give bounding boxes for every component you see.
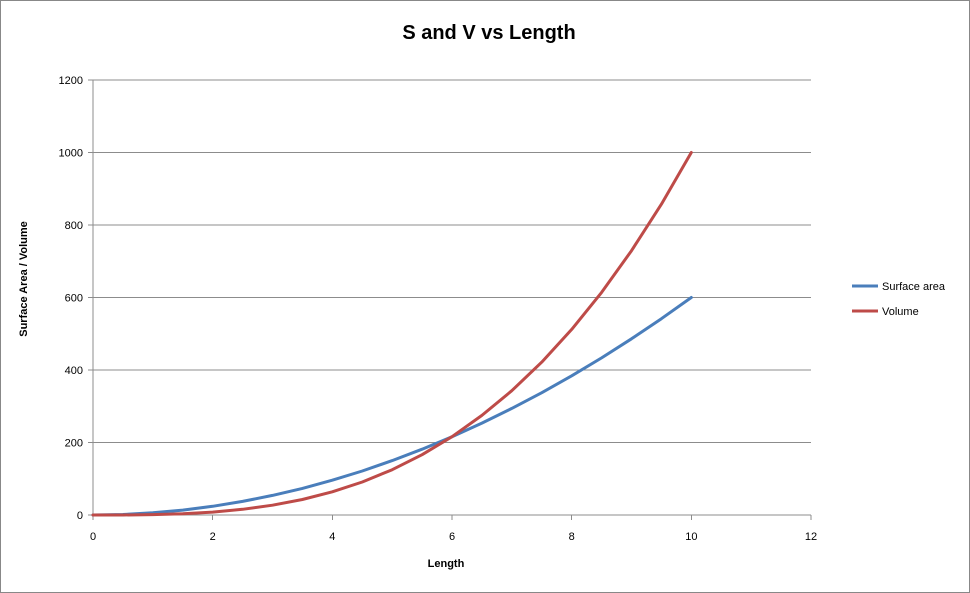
x-tick-label-3: 6 xyxy=(449,531,455,543)
x-tick-label-1: 2 xyxy=(210,531,216,543)
x-tick-labels: 0 2 4 6 8 10 12 xyxy=(90,515,817,543)
x-tick-label-4: 8 xyxy=(569,531,575,543)
x-tick-label-0: 0 xyxy=(90,531,96,543)
y-tick-label-6: 1200 xyxy=(59,75,83,87)
x-tick-label-6: 12 xyxy=(805,531,817,543)
y-tick-label-4: 800 xyxy=(65,220,83,232)
y-tick-label-3: 600 xyxy=(65,293,83,305)
y-tick-label-5: 1000 xyxy=(59,148,83,160)
y-tick-label-0: 0 xyxy=(77,510,83,522)
series-line-surface-area xyxy=(91,296,693,517)
legend: Surface area Volume xyxy=(852,281,946,318)
y-tick-label-2: 400 xyxy=(65,365,83,377)
legend-label-volume: Volume xyxy=(882,306,919,318)
gridlines xyxy=(93,79,811,443)
x-axis-title: Length xyxy=(428,558,465,570)
y-tick-labels: 0 200 400 600 800 1000 1200 xyxy=(59,75,93,522)
x-tick-label-2: 4 xyxy=(329,531,335,543)
y-tick-label-1: 200 xyxy=(65,438,83,450)
x-tick-label-5: 10 xyxy=(685,531,697,543)
legend-label-surface-area: Surface area xyxy=(882,281,946,293)
y-axis-title: Surface Area / Volume xyxy=(18,221,30,337)
chart-title: S and V vs Length xyxy=(402,22,575,44)
series-line-volume xyxy=(91,151,693,517)
series-lines xyxy=(91,151,693,517)
